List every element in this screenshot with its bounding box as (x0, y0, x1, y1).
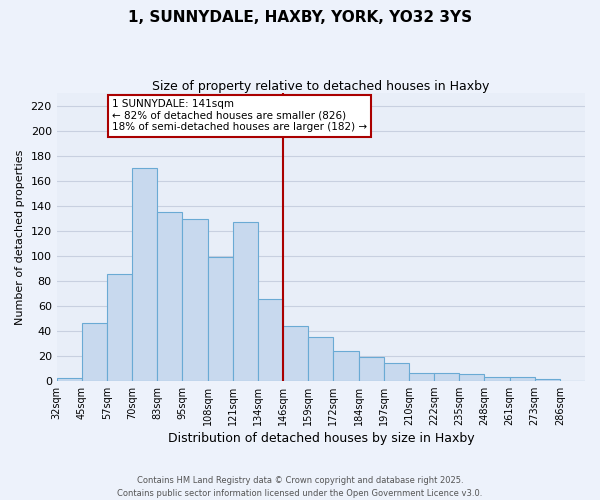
Bar (434, 373, 459, 380)
Bar (409, 373, 434, 380)
Bar (258, 300, 283, 380)
Bar (484, 377, 509, 380)
Text: Contains HM Land Registry data © Crown copyright and database right 2025.
Contai: Contains HM Land Registry data © Crown c… (118, 476, 482, 498)
Bar (459, 374, 484, 380)
Bar (82, 323, 107, 380)
Bar (233, 222, 258, 380)
Bar (509, 377, 535, 380)
Bar (334, 350, 359, 380)
Bar (132, 168, 157, 380)
Y-axis label: Number of detached properties: Number of detached properties (15, 149, 25, 324)
Bar (157, 212, 182, 380)
Bar (56, 378, 82, 380)
Bar (384, 363, 409, 380)
Bar (359, 357, 384, 380)
Bar (182, 220, 208, 380)
Bar (283, 326, 308, 380)
Text: 1 SUNNYDALE: 141sqm
← 82% of detached houses are smaller (826)
18% of semi-detac: 1 SUNNYDALE: 141sqm ← 82% of detached ho… (112, 100, 367, 132)
Bar (107, 274, 132, 380)
Text: 1, SUNNYDALE, HAXBY, YORK, YO32 3YS: 1, SUNNYDALE, HAXBY, YORK, YO32 3YS (128, 10, 472, 25)
Title: Size of property relative to detached houses in Haxby: Size of property relative to detached ho… (152, 80, 490, 93)
Bar (308, 337, 334, 380)
X-axis label: Distribution of detached houses by size in Haxby: Distribution of detached houses by size … (167, 432, 474, 445)
Bar (208, 257, 233, 380)
